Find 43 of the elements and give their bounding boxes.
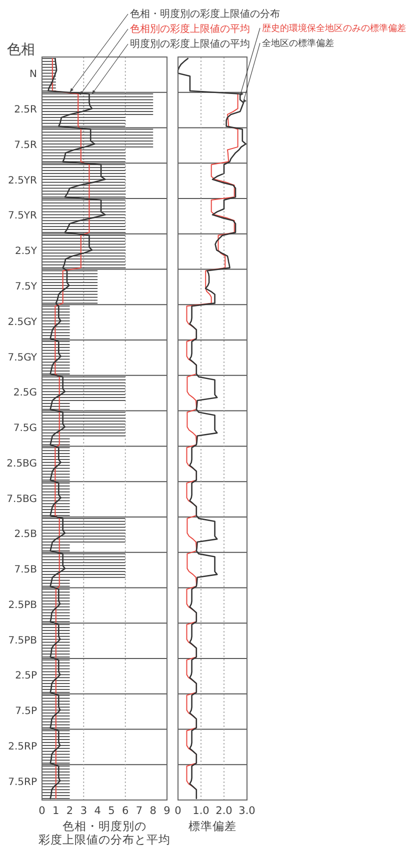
x-tick-label: 7 [136, 805, 143, 817]
text: 歴史的環境保全地区のみの標準偏差 [262, 23, 406, 34]
x-tick-label: 3.0 [238, 805, 256, 817]
y-tick-label: 2.5G [13, 388, 37, 399]
x-tick-label: 3 [80, 805, 88, 817]
text: 明度別の彩度上限値の平均 [130, 38, 250, 50]
x-tick-label: 5 [108, 805, 115, 817]
x-tick-label: 9 [164, 805, 170, 817]
x-tick-label: 8 [150, 805, 156, 817]
x-tick-label: 4 [94, 805, 102, 817]
y-tick-label: 2.5Y [14, 246, 38, 258]
y-tick-label: 2.5YR [8, 175, 38, 186]
x-tick-label: 6 [122, 805, 129, 817]
x-tick-label: 2.0 [216, 805, 232, 817]
y-tick-label: 7.5G [13, 423, 37, 434]
x-tick-label: 2 [66, 805, 74, 817]
x-tick-label: 0 [174, 805, 182, 817]
y-tick-label: 7.5GY [8, 352, 38, 364]
x-axis-title: 色相・明度別の彩度上限値の分布と平均 [38, 819, 170, 846]
y-tick-label: N [30, 69, 37, 80]
text: 色相別の彩度上限値の平均 [130, 23, 250, 35]
x-axis-title: 標準偏差 [188, 819, 236, 833]
y-tick-label: 2.5BG [6, 458, 37, 470]
y-tick-label: 2.5R [14, 104, 38, 116]
y-tick-label: 7.5YR [8, 210, 38, 222]
text: 全地区の標準偏差 [262, 38, 334, 49]
y-tick-label: 7.5RP [8, 776, 37, 788]
y-tick-label: 7.5B [14, 564, 38, 576]
y-tick-label: 7.5R [14, 140, 38, 151]
y-tick-label: 7.5PB [8, 635, 38, 646]
y-tick-label: 2.5GY [8, 316, 38, 328]
y-tick-label: 2.5PB [8, 600, 38, 611]
y-tick-label: 2.5RP [8, 741, 37, 752]
x-tick-label: 1 [52, 805, 60, 817]
x-tick-label: 1.0 [192, 805, 210, 817]
text: 色相・明度別の彩度上限値の分布 [130, 8, 280, 20]
y-tick-label: 2.5P [15, 670, 37, 682]
y-tick-label: 7.5P [15, 706, 37, 718]
x-tick-label: 0 [38, 805, 46, 817]
y-tick-label: 7.5BG [6, 494, 37, 505]
y-axis-title: 色相 [7, 42, 35, 58]
y-tick-label: 2.5B [14, 529, 38, 540]
y-tick-label: 7.5Y [14, 282, 38, 292]
